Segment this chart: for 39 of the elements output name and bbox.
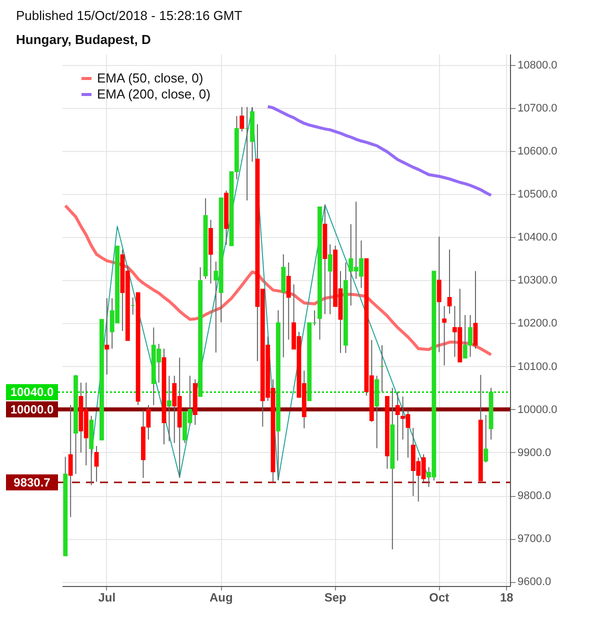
y-tick-label: 10500.0: [518, 188, 558, 200]
candlestick: [473, 270, 478, 350]
legend-label: EMA (200, close, 0): [97, 86, 210, 102]
candlestick: [94, 446, 99, 482]
y-tick-label: 10200.0: [518, 318, 558, 330]
chart-title: Hungary, Budapest, D: [16, 32, 151, 47]
candlestick: [68, 404, 73, 518]
candlestick: [442, 306, 447, 366]
legend-label: EMA (50, close, 0): [97, 70, 204, 86]
candlestick: [447, 249, 452, 314]
candlestick: [166, 375, 172, 442]
ref-line-label: 10000.0: [10, 402, 54, 416]
candlestick: [104, 298, 110, 375]
y-tick-label: 9900.0: [518, 446, 552, 459]
y-tick-label: 10000.0: [518, 404, 558, 416]
y-tick-label: 9600.0: [518, 576, 552, 588]
y-tick-label: 9700.0: [518, 533, 552, 546]
x-tick-label: 18: [500, 590, 514, 604]
candlestick: [484, 414, 488, 463]
candlestick: [395, 391, 400, 462]
y-tick-label: 10100.0: [518, 360, 558, 373]
x-tick-label: Sep: [324, 590, 346, 604]
y-tick-label: 9800.0: [518, 490, 552, 502]
x-tick-label: Oct: [429, 590, 450, 604]
y-tick-label: 10700.0: [518, 102, 558, 114]
candlestick: [286, 262, 291, 340]
candlestick: [240, 106, 244, 132]
y-tick-label: 10600.0: [518, 145, 558, 158]
line-series: [266, 105, 493, 197]
y-tick-label: 10800.0: [518, 59, 558, 72]
x-tick-label: Jul: [98, 590, 116, 604]
y-tick-label: 10400.0: [518, 232, 558, 244]
y-tick-label: 10300.0: [518, 274, 558, 287]
candlestick: [328, 244, 332, 315]
ref-line-label: 10040.0: [10, 385, 54, 400]
ref-line-label: 9830.7: [14, 475, 51, 490]
chart-subtitle: Published 15/Oct/2018 - 15:28:16 GMT: [16, 8, 242, 23]
candlestick: [436, 236, 442, 353]
x-tick-label: Aug: [209, 590, 233, 604]
